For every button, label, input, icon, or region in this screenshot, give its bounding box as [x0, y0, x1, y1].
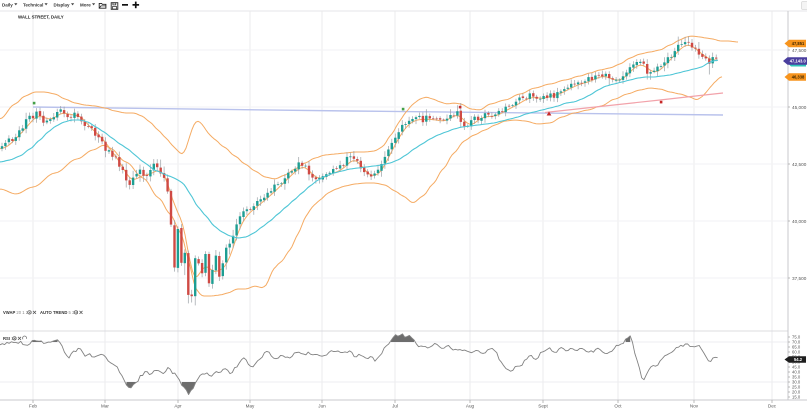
svg-text:WALL STREET, DAILY: WALL STREET, DAILY [18, 15, 64, 20]
svg-text:40.0: 40.0 [792, 370, 801, 375]
svg-text:47,500: 47,500 [792, 48, 807, 53]
svg-text:40,000: 40,000 [792, 219, 807, 224]
svg-text:47,851: 47,851 [792, 41, 805, 46]
svg-text:47,143.0: 47,143.0 [790, 59, 807, 64]
svg-text:VWAP 20 1 2 3: VWAP 20 1 2 3 [3, 310, 32, 315]
svg-text:Feb: Feb [29, 404, 37, 409]
svg-text:AUTO TREND 5 3 2: AUTO TREND 5 3 2 [40, 310, 79, 315]
svg-text:45,000: 45,000 [792, 105, 807, 110]
svg-text:70.0: 70.0 [792, 340, 801, 345]
svg-text:Oct: Oct [614, 404, 622, 409]
svg-text:Technical: Technical [23, 2, 43, 7]
svg-text:60.0: 60.0 [792, 350, 801, 355]
svg-text:30.0: 30.0 [792, 380, 801, 385]
svg-text:Mar: Mar [101, 404, 109, 409]
svg-text:Sept: Sept [538, 404, 548, 409]
svg-text:65.0: 65.0 [792, 345, 801, 350]
svg-text:More: More [80, 2, 91, 7]
svg-text:75.0: 75.0 [792, 335, 801, 340]
svg-text:Dec: Dec [768, 404, 777, 409]
svg-text:54.2: 54.2 [794, 357, 803, 362]
svg-text:Aug: Aug [466, 404, 475, 409]
svg-text:Nov: Nov [690, 404, 699, 409]
svg-text:Jul: Jul [392, 404, 398, 409]
svg-text:46,338: 46,338 [792, 75, 805, 80]
svg-text:Display: Display [54, 2, 71, 7]
svg-text:Daily: Daily [2, 2, 13, 7]
svg-text:42,500: 42,500 [792, 162, 807, 167]
svg-text:20.0: 20.0 [792, 390, 801, 395]
svg-text:45.0: 45.0 [792, 365, 801, 370]
svg-text:Jun: Jun [318, 404, 326, 409]
svg-text:May: May [246, 404, 255, 409]
svg-text:37,500: 37,500 [792, 276, 807, 281]
svg-text:25.0: 25.0 [792, 385, 801, 390]
svg-text:RSI 14: RSI 14 [3, 336, 16, 341]
svg-text:35.0: 35.0 [792, 375, 801, 380]
svg-text:Apr: Apr [174, 404, 182, 409]
svg-text:15.0: 15.0 [792, 395, 801, 400]
